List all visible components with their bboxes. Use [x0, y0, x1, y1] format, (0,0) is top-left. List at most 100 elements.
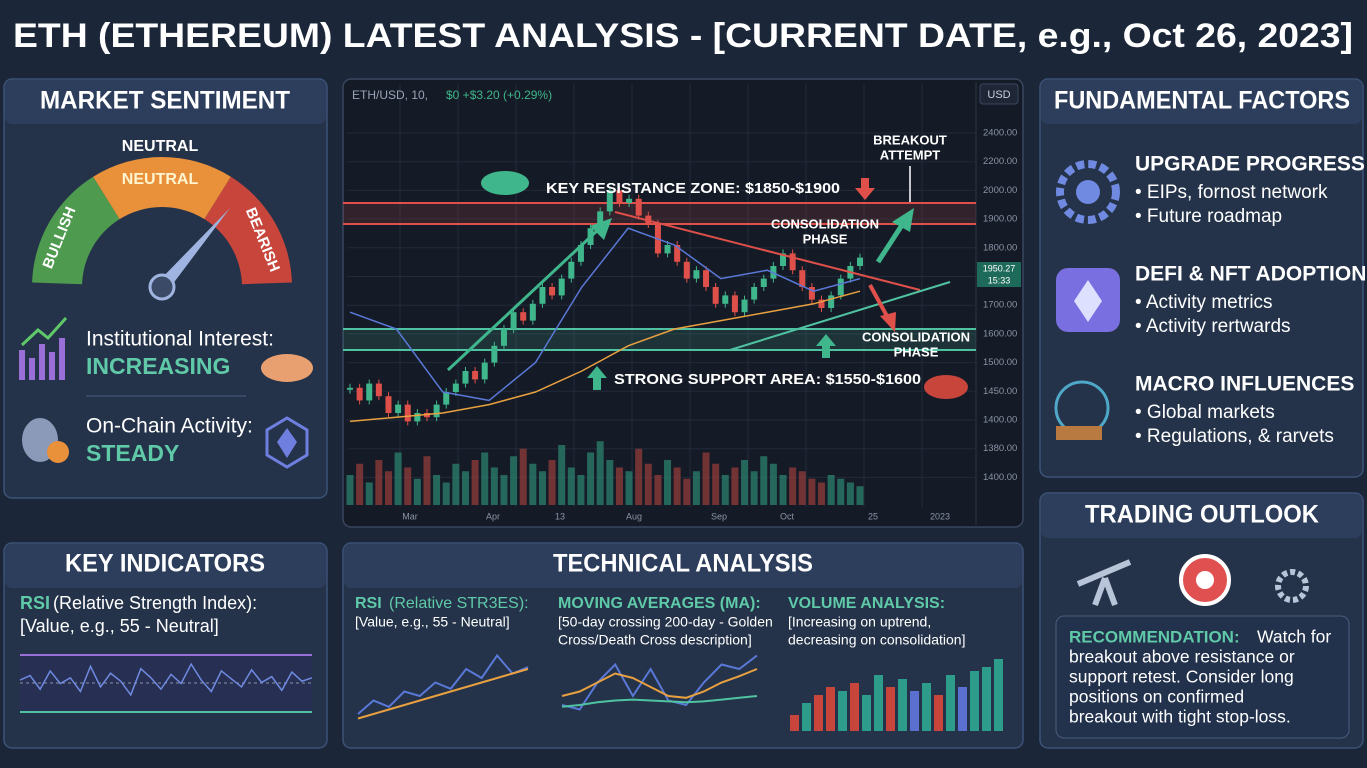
volume-analysis-bar — [874, 675, 883, 731]
candle — [375, 383, 382, 397]
price-axis-label: 1380.00 — [983, 443, 1017, 454]
candle — [366, 383, 373, 401]
gauge-needle — [156, 208, 230, 293]
price-axis-label: 2200.00 — [983, 156, 1017, 167]
volume-bar — [538, 471, 546, 505]
volume-bar — [625, 471, 633, 505]
recommendation-text: support retest. Consider long — [1069, 667, 1294, 687]
arrow-small-red — [855, 178, 875, 200]
rsi-label: RSI — [20, 593, 50, 613]
arrow-down-red — [868, 284, 890, 319]
factor-point: • EIPs, fornost network — [1135, 182, 1328, 203]
volume-bar — [837, 478, 845, 505]
volume-bar — [856, 486, 864, 505]
resistance-label: KEY RESISTANCE ZONE: $1850-$1900 — [546, 180, 840, 197]
arrow-small-green — [816, 334, 836, 358]
candle — [577, 245, 584, 262]
volume-bar — [375, 460, 383, 505]
volume-bar — [433, 475, 441, 505]
volume-bar — [413, 478, 421, 505]
price-axis-label: 1500.00 — [983, 357, 1017, 368]
candle — [452, 383, 459, 392]
fundamental-panel-header — [1041, 80, 1362, 124]
volume-bar — [664, 460, 672, 505]
panel-heading: TRADING OUTLOOK — [1085, 501, 1319, 529]
volume-bar — [461, 471, 469, 505]
candle — [818, 299, 825, 308]
icon-eth-diamond — [1074, 280, 1102, 322]
volume-bar — [558, 445, 566, 505]
time-axis-label: Sep — [711, 511, 727, 521]
volume-bar — [606, 460, 614, 505]
volume-bar — [587, 452, 595, 505]
arrow-up-green — [446, 226, 602, 372]
volume-bar — [423, 456, 431, 505]
candle — [558, 278, 565, 296]
mini-line — [357, 668, 529, 720]
candle — [472, 371, 479, 380]
candle — [616, 190, 623, 203]
ta-title: (Relative STR3ES): — [389, 595, 529, 612]
volume-analysis-bar — [982, 667, 991, 731]
candle — [443, 392, 450, 405]
candle — [703, 270, 710, 287]
price-axis-label: 1700.00 — [983, 300, 1017, 311]
time-axis-label: Oct — [780, 511, 795, 521]
candle — [356, 387, 363, 401]
icon-bull — [481, 171, 529, 195]
volume-bar — [577, 475, 585, 505]
currency-label: USD — [987, 89, 1010, 101]
candle — [837, 278, 844, 296]
candle — [780, 253, 787, 266]
time-axis-label: Apr — [486, 511, 500, 521]
volume-bar — [567, 467, 575, 505]
volume-analysis-bar — [910, 691, 919, 731]
volume-analysis-bar — [862, 695, 871, 731]
ta-title: RSI — [355, 595, 382, 612]
candle — [760, 278, 767, 287]
mini-line — [561, 668, 758, 699]
icon-telescope — [1076, 559, 1132, 607]
factor-point: • Activity metrics — [1135, 292, 1273, 313]
candle — [683, 261, 690, 279]
volume-bar — [452, 463, 460, 505]
candle — [395, 404, 402, 413]
candle — [789, 253, 796, 271]
icon-bear — [924, 375, 968, 399]
factor-point: • Global markets — [1135, 402, 1275, 423]
volume-bar — [846, 482, 854, 505]
time-axis-label: 13 — [555, 511, 565, 521]
candle — [500, 329, 507, 346]
volume-analysis-bar — [958, 687, 967, 731]
item-status: STEADY — [86, 440, 179, 466]
candle — [491, 345, 498, 363]
volume-bar — [827, 475, 835, 505]
rsi-value: [Value, e.g., 55 - Neutral] — [20, 616, 219, 636]
recommendation-label: RECOMMENDATION: — [1069, 627, 1240, 646]
volume-bar — [760, 456, 768, 505]
gauge-hub — [148, 273, 176, 301]
candle — [529, 303, 536, 321]
volume-bar — [644, 463, 652, 505]
annotation: CONSOLIDATION — [862, 329, 970, 344]
candle — [549, 287, 556, 296]
ta-text: decreasing on consolidation] — [788, 632, 965, 648]
annotation: PHASE — [894, 344, 939, 359]
support-label: STRONG SUPPORT AREA: $1550-$1600 — [614, 371, 921, 388]
candle — [693, 270, 700, 279]
arrow-breakout — [875, 220, 907, 264]
chart-symbol: ETH/USD, 10, — [352, 88, 428, 102]
recommendation-text: breakout above resistance or — [1069, 647, 1295, 667]
annotation: BREAKOUT — [873, 132, 947, 147]
volume-bar — [596, 441, 604, 505]
technical-panel-header — [344, 544, 1022, 588]
item-status: INCREASING — [86, 353, 230, 379]
price-axis-label: 1400.00 — [983, 472, 1017, 483]
recommendation-text: Watch for — [1257, 627, 1331, 647]
currency-box — [979, 83, 1019, 105]
candle — [741, 299, 748, 313]
candle — [626, 198, 633, 203]
price-axis-label: 1900.00 — [983, 214, 1017, 225]
volume-bar — [356, 463, 364, 505]
